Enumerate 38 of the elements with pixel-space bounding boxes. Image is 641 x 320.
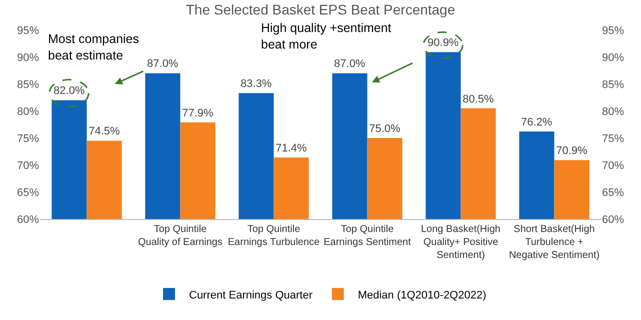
y-tick-label: 85% <box>16 78 40 91</box>
y-tick-label: 95% <box>16 24 40 37</box>
y2-tick-label: 75% <box>602 132 624 145</box>
data-label: 75.0% <box>369 123 400 135</box>
x-tick-label: Short Basket(High Turbulence + Negative Sentiment) <box>508 224 600 261</box>
data-label: 87.0% <box>147 58 178 70</box>
x-tick-label: Top Quintile Earnings Turbulence <box>228 224 320 248</box>
annotation: High quality +sentiment beat more <box>261 21 392 52</box>
data-label: 77.9% <box>182 107 214 120</box>
y2-tick-label: 70% <box>602 160 624 172</box>
y2-tick-label: 80% <box>602 106 624 118</box>
y-tick-label: 75% <box>16 132 40 145</box>
y2-tick-label: 95% <box>602 24 624 37</box>
x-tick-label: Top Quintile Earnings Sentiment <box>324 224 412 248</box>
y-tick-label: 70% <box>16 160 40 172</box>
x-tick-label: Long Basket(High Quality+ Positive Sentiment) <box>421 224 500 261</box>
y2-tick-label: 60% <box>602 214 624 226</box>
y2-tick-label: 85% <box>602 78 624 91</box>
data-label: 70.9% <box>556 145 588 158</box>
data-label: 82.0% <box>54 85 85 98</box>
data-label: 87.0% <box>334 58 366 70</box>
y2-tick-label: 65% <box>602 186 624 199</box>
y-tick-label: 80% <box>16 106 40 118</box>
y-tick-label: 60% <box>16 214 40 226</box>
x-tick-label: Top Quintile Quality of Earnings <box>138 224 222 248</box>
y-tick-label: 90% <box>16 52 40 64</box>
chart-title: The Selected Basket EPS Beat Percentage <box>186 2 456 18</box>
data-label: 74.5% <box>88 126 120 138</box>
data-label: 76.2% <box>521 116 552 129</box>
legend-label: Median (1Q2010-2Q2022) <box>358 289 486 302</box>
data-label: 71.4% <box>276 142 307 154</box>
annotation: Most companies beat estimate <box>48 32 140 62</box>
legend-label: Current Earnings Quarter <box>189 289 313 302</box>
y-tick-label: 65% <box>16 186 40 199</box>
data-label: 80.5% <box>462 93 494 106</box>
data-label: 83.3% <box>240 78 272 90</box>
data-label: 90.9% <box>428 37 459 50</box>
y2-tick-label: 90% <box>602 52 624 64</box>
